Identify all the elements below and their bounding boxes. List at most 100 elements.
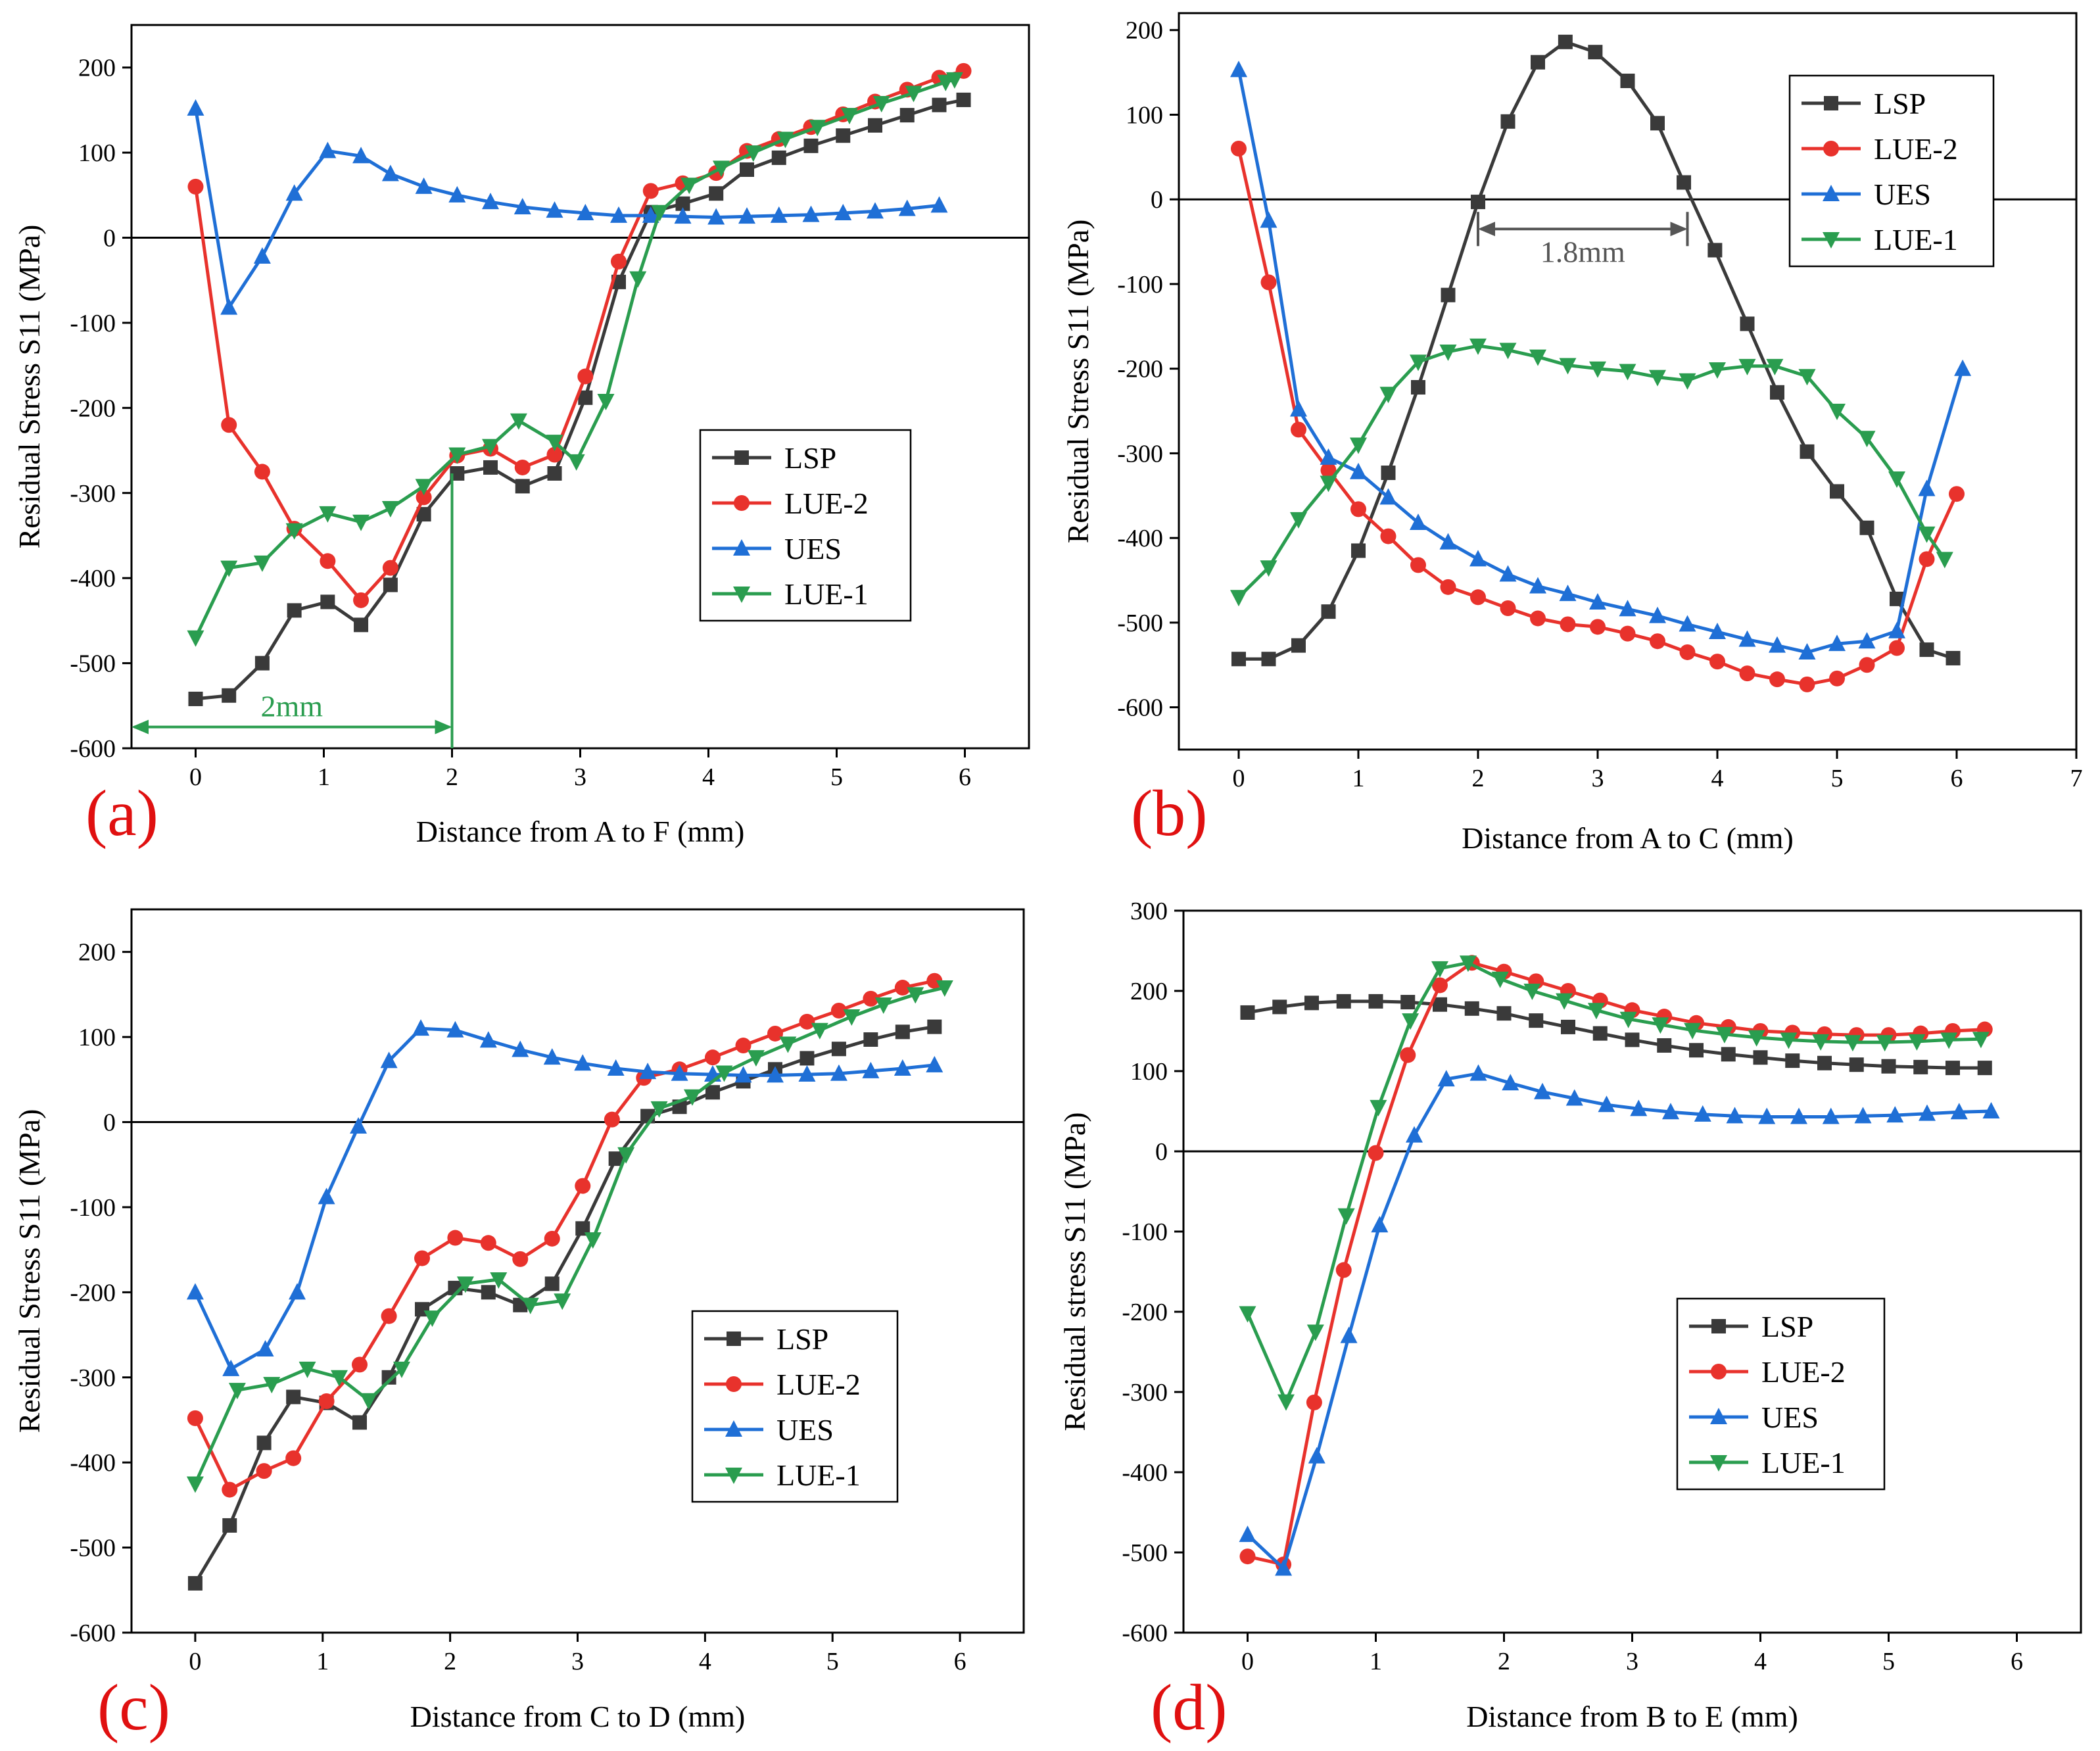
y-tick-label: 200: [1126, 17, 1163, 45]
data-point: [1260, 274, 1277, 291]
data-point: [186, 1283, 204, 1300]
data-point: [1290, 512, 1307, 529]
data-point: [450, 466, 465, 481]
data-point: [381, 164, 399, 181]
data-point: [512, 1251, 529, 1267]
legend-entry-lue-2: LUE-2: [1761, 1355, 1846, 1389]
data-point: [479, 1031, 497, 1048]
data-point: [1320, 448, 1337, 465]
legend-entry-ues: UES: [1761, 1401, 1819, 1434]
legend-entry-lue-1: LUE-1: [1874, 223, 1958, 256]
data-point: [222, 1518, 237, 1533]
data-point: [610, 206, 627, 223]
data-point: [318, 1187, 335, 1205]
data-point: [1306, 1394, 1322, 1410]
legend-marker: [733, 587, 750, 603]
data-point: [415, 177, 433, 194]
data-point: [353, 592, 370, 608]
data-point: [1709, 362, 1726, 379]
data-point: [456, 1276, 474, 1293]
data-point: [830, 1003, 847, 1019]
data-point: [1432, 977, 1448, 994]
x-axis-label: Distance from B to E (mm): [1466, 1700, 1798, 1733]
data-point: [611, 253, 627, 270]
data-point: [1402, 1013, 1420, 1030]
y-tick-label: -600: [70, 1619, 116, 1647]
data-point: [546, 446, 563, 463]
data-point: [1590, 619, 1606, 635]
series-line-lue-1: [1246, 961, 1981, 1404]
data-point: [1433, 997, 1447, 1012]
data-point: [1798, 369, 1816, 386]
data-point: [1379, 488, 1397, 505]
x-axis-label: Distance from C to D (mm): [410, 1700, 746, 1733]
data-point: [779, 1036, 797, 1053]
data-point: [862, 1061, 880, 1078]
y-tick-label: -100: [70, 310, 116, 337]
data-point: [1844, 1035, 1861, 1052]
data-point: [1440, 579, 1456, 595]
data-point: [683, 1089, 701, 1106]
data-point: [735, 1038, 752, 1054]
data-point: [734, 1066, 752, 1083]
data-point: [1817, 1055, 1832, 1070]
y-axis-label: Residual Stress S11 (MPa): [12, 1109, 46, 1433]
legend-marker: [725, 1468, 742, 1484]
data-point: [1240, 1005, 1255, 1020]
data-point: [639, 1063, 657, 1080]
data-point: [766, 1066, 784, 1083]
data-point: [811, 1022, 828, 1040]
legend-entry-lsp: LSP: [776, 1322, 828, 1356]
data-point: [776, 132, 794, 149]
data-point: [544, 1230, 560, 1247]
x-tick-label: 7: [2070, 765, 2083, 792]
series-line-lue-1: [194, 78, 955, 638]
data-point: [1441, 287, 1456, 302]
dimension-annotation: 1.8mm: [1477, 212, 1689, 268]
data-point: [481, 1285, 496, 1300]
legend-entry-lsp: LSP: [1874, 87, 1926, 120]
data-point: [1558, 34, 1573, 49]
y-tick-label: -500: [70, 1535, 116, 1562]
data-point: [221, 417, 237, 433]
panel-a: 0 1 2 3 4 5 6 -600 -500 -400 -300 -200 -100 0 100 200 2m…: [12, 24, 1030, 850]
data-point: [253, 247, 271, 264]
data-point: [841, 108, 858, 125]
data-point: [1531, 55, 1545, 70]
data-point: [629, 271, 647, 288]
data-point: [1919, 1104, 1936, 1121]
data-point: [253, 555, 271, 572]
series-ues: [1230, 60, 1972, 660]
data-point: [350, 1117, 368, 1134]
series-line-ues: [193, 1026, 935, 1371]
x-tick-label: 1: [318, 763, 330, 791]
data-point: [186, 1476, 204, 1493]
data-point: [1679, 644, 1696, 660]
data-point: [320, 553, 336, 569]
data-point: [544, 1276, 560, 1291]
y-tick-label: -500: [70, 650, 116, 678]
legend-entry-ues: UES: [1874, 178, 1931, 211]
data-point: [642, 206, 659, 223]
data-point: [1890, 591, 1904, 606]
data-point: [831, 1042, 846, 1057]
data-point: [715, 1065, 733, 1082]
legend-entry-lue-1: LUE-1: [776, 1458, 861, 1492]
data-point: [1350, 437, 1367, 454]
data-point: [1320, 475, 1337, 492]
data-point: [1499, 565, 1517, 582]
data-point: [510, 413, 527, 430]
data-point: [843, 1009, 861, 1026]
plot-frame: [1178, 12, 2078, 751]
data-point: [1350, 501, 1366, 517]
data-point: [1491, 971, 1509, 988]
data-point: [617, 1147, 635, 1164]
data-point: [1529, 1013, 1544, 1028]
data-point: [514, 459, 531, 475]
data-point: [1230, 60, 1247, 78]
x-tick-label: 1: [1370, 1648, 1382, 1675]
data-point: [1410, 513, 1427, 530]
data-point: [1560, 616, 1576, 633]
data-point: [381, 501, 399, 518]
data-point: [1437, 1070, 1455, 1087]
